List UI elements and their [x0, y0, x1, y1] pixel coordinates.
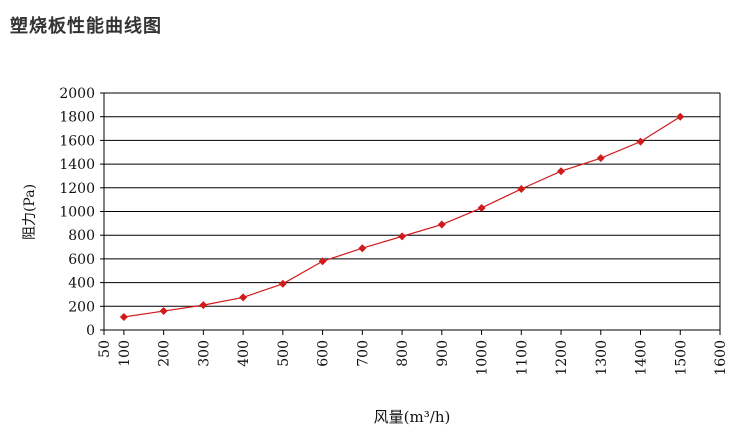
x-tick-label: 1100	[514, 340, 530, 376]
data-point-marker	[239, 293, 248, 302]
data-point-marker	[437, 220, 446, 229]
page-title: 塑烧板性能曲线图	[10, 16, 162, 37]
x-tick-label: 200	[157, 340, 173, 367]
data-point-marker	[119, 312, 128, 321]
x-tick-label: 1600	[713, 340, 729, 376]
data-point-marker	[318, 257, 327, 266]
grid-lines	[104, 92, 720, 331]
x-tick-label: 300	[196, 340, 212, 367]
data-point-marker	[636, 137, 645, 146]
y-tick-label: 800	[68, 228, 95, 244]
x-tick-label: 600	[316, 340, 332, 367]
x-tick-label: 1500	[673, 340, 689, 376]
series-line	[123, 116, 681, 318]
data-point-marker	[517, 184, 526, 193]
x-tick-label: 1300	[594, 340, 610, 376]
y-axis-label: 阻力(Pa)	[22, 184, 38, 240]
x-tick-label: 500	[276, 340, 292, 367]
data-point-marker	[358, 244, 367, 253]
x-tick-label: 50	[97, 340, 113, 358]
x-axis-label: 风量(m³/h)	[374, 408, 451, 426]
x-tick-label: 1200	[554, 340, 570, 376]
axes	[100, 92, 721, 335]
y-tick-label: 1200	[59, 181, 95, 197]
y-tick-labels: 0 200 400 600 800 1000 1200 1400 1600 1800 2000	[59, 86, 95, 339]
x-tick-label: 900	[435, 340, 451, 367]
y-tick-label: 1400	[59, 157, 95, 173]
x-tick-labels: 50 100 200 300 400 500 600 700 800 900 1000 1100 120…	[97, 340, 729, 376]
y-tick-label: 200	[68, 299, 95, 315]
x-tick-label: 800	[395, 340, 411, 367]
x-tick-label: 400	[236, 340, 252, 367]
series-line-layer	[123, 116, 681, 318]
y-tick-label: 2000	[59, 86, 95, 102]
x-tick-label: 700	[355, 340, 371, 367]
data-point-marker	[557, 167, 566, 176]
y-tick-label: 1800	[59, 110, 95, 126]
x-tick-label: 1000	[475, 340, 491, 376]
data-point-marker	[477, 203, 486, 212]
data-point-marker	[398, 232, 407, 241]
data-point-marker	[159, 307, 168, 316]
data-point-marker	[278, 279, 287, 288]
y-tick-label: 1000	[59, 205, 95, 221]
data-point-marker	[676, 112, 685, 121]
y-tick-label: 1600	[59, 133, 95, 149]
y-tick-label: 600	[68, 252, 95, 268]
data-point-marker	[199, 301, 208, 310]
y-tick-label: 0	[86, 323, 95, 339]
x-tick-label: 100	[117, 340, 133, 367]
x-tick-label: 1400	[634, 340, 650, 376]
data-point-marker	[596, 154, 605, 163]
y-tick-label: 400	[68, 276, 95, 292]
series-markers	[119, 112, 685, 321]
